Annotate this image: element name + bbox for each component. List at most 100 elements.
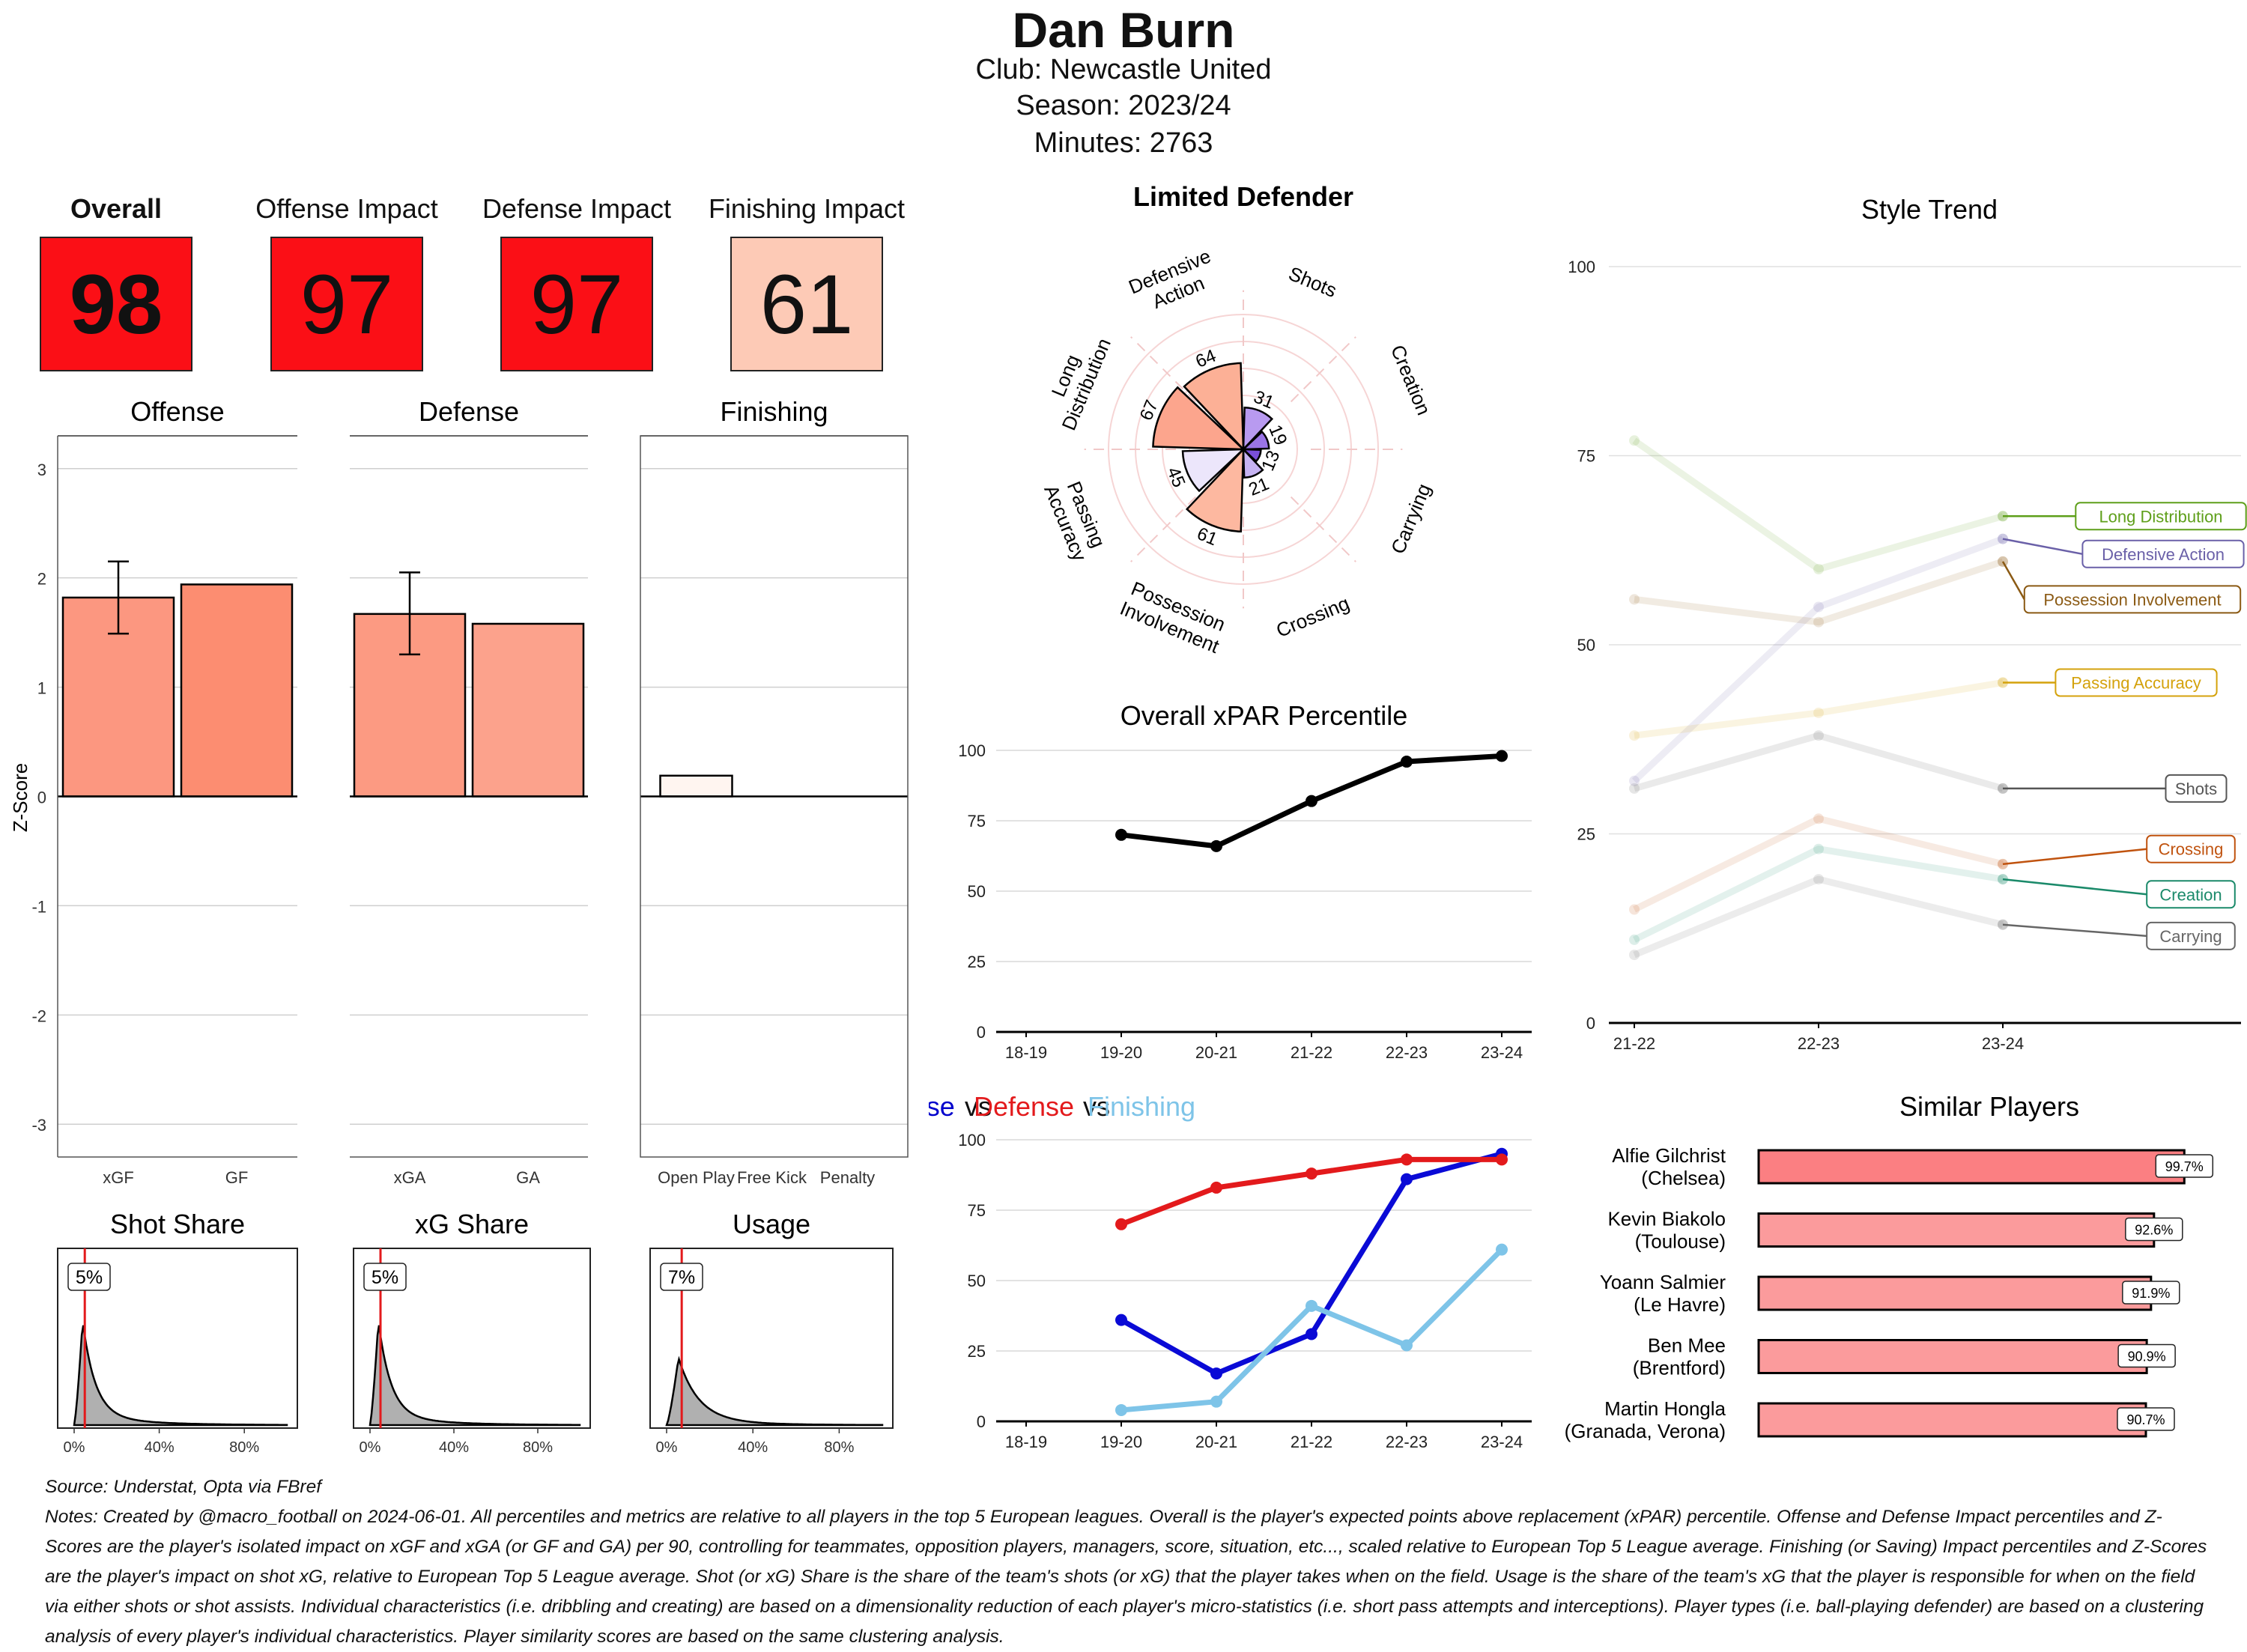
y-tick-label: 100 xyxy=(958,741,986,760)
similarity-badge: 92.6% xyxy=(2125,1217,2183,1242)
series-line xyxy=(1633,845,2004,943)
series-point xyxy=(1629,594,1640,605)
chart-title: Style Trend xyxy=(1861,194,1998,225)
x-tick-label: xGA xyxy=(394,1168,426,1187)
series-point xyxy=(1629,783,1640,794)
series-point xyxy=(1210,1181,1222,1194)
share-panel: xG Share 5% 0% 40% 80% xyxy=(353,1209,591,1456)
similarity-badge-box xyxy=(2155,1154,2214,1178)
series-label-box xyxy=(2146,921,2236,950)
similarity-badge-label: 91.9% xyxy=(2132,1286,2170,1301)
x-tick-label: 21-22 xyxy=(1291,1043,1332,1062)
panel-title: xG Share xyxy=(415,1209,529,1239)
series-point xyxy=(1210,839,1222,852)
series-point xyxy=(1401,1153,1413,1166)
player-name-label: (Chelsea) xyxy=(1641,1167,1726,1189)
series-point xyxy=(1115,1403,1127,1416)
source-text: Source: Understat, Opta via FBref xyxy=(45,1477,322,1497)
radar-spoke xyxy=(1130,496,1197,562)
y-tick-label: -3 xyxy=(31,1116,46,1135)
density-area xyxy=(369,1325,581,1427)
x-tick-label: 22-23 xyxy=(1386,1043,1428,1062)
radar-wedge xyxy=(1181,448,1246,493)
kpi-title: Offense Impact xyxy=(255,193,438,224)
x-tick-label: 19-20 xyxy=(1100,1043,1142,1062)
similarity-bar xyxy=(1757,1212,2156,1248)
series-point xyxy=(1401,756,1413,768)
player-name-label: Ben Mee xyxy=(1648,1334,1726,1357)
series-line xyxy=(1634,558,2004,626)
xpar-percentile-chart: Overall xPAR Percentile 0 25 50 75 100 18-19 19… xyxy=(958,700,1532,1062)
x-tick-label: Free Kick xyxy=(737,1168,807,1187)
series-point xyxy=(1813,813,1824,825)
value-badge: 5% xyxy=(363,1263,407,1291)
player-name-label: (Toulouse) xyxy=(1635,1230,1726,1253)
y-tick-label: 75 xyxy=(968,1201,986,1220)
series-label-text: Shots xyxy=(2175,780,2217,798)
similarity-badge-label: 90.7% xyxy=(2126,1412,2165,1427)
radar-axis-label: Crossing xyxy=(1273,592,1352,642)
y-tick-label: 0 xyxy=(1586,1014,1595,1033)
series-point xyxy=(1210,1395,1222,1408)
kpi-title: Finishing Impact xyxy=(708,193,906,224)
series-point xyxy=(1115,1314,1127,1326)
chart-title: Similar Players xyxy=(1899,1091,2079,1122)
y-tick-label: -1 xyxy=(31,897,46,916)
x-tick-label: GA xyxy=(516,1168,540,1187)
y-tick-label: 1 xyxy=(37,679,46,698)
similarity-badge-box xyxy=(2122,1281,2180,1305)
y-tick-label: 25 xyxy=(1577,825,1595,844)
series-label-text: Carrying xyxy=(2159,927,2222,946)
player-name-label: Martin Hongla xyxy=(1604,1397,1726,1420)
series-line xyxy=(1633,875,2004,959)
radar-grid-circle xyxy=(1189,395,1298,504)
series-line xyxy=(1632,437,2004,573)
y-tick-label: 0 xyxy=(977,1023,986,1042)
series-point xyxy=(1496,750,1508,762)
label-leader xyxy=(2001,561,2025,601)
series-point xyxy=(1813,616,1824,628)
value-badge-box xyxy=(363,1263,407,1291)
radar-axis-label-line: Shots xyxy=(1285,262,1340,302)
series-label-box xyxy=(2023,585,2242,614)
y-tick-label: 50 xyxy=(968,1272,986,1290)
series-point xyxy=(1306,795,1317,807)
season-line: Season: 2023/24 xyxy=(1016,90,1231,121)
player-name: Dan Burn xyxy=(1012,2,1235,58)
label-leader xyxy=(2002,878,2147,896)
series-point xyxy=(1813,601,1824,613)
series-label: Carrying xyxy=(2146,921,2236,950)
x-tick-label: 40% xyxy=(145,1439,175,1456)
radar-wedge xyxy=(1185,446,1245,533)
x-tick-label: 23-24 xyxy=(1481,1433,1523,1451)
series-point xyxy=(1813,564,1824,574)
impact-trend-chart: OffensevsDefensevsFinishing025507510018-… xyxy=(929,1091,1532,1451)
player-name-label: Yoann Salmier xyxy=(1600,1271,1726,1293)
series-point xyxy=(1401,1339,1413,1352)
panel-title: Usage xyxy=(733,1209,810,1239)
x-tick-label: 18-19 xyxy=(1005,1043,1047,1062)
kpi-title: Defense Impact xyxy=(482,193,672,224)
kpi-value: 97 xyxy=(500,237,653,371)
x-tick-label: 19-20 xyxy=(1100,1433,1142,1451)
panel-title: Shot Share xyxy=(110,1209,245,1239)
series-line xyxy=(1120,1151,1502,1376)
zscore-panel: Defense xGA GA xyxy=(350,397,588,1187)
chart-title-part: vs xyxy=(1083,1091,1110,1122)
series-label-box xyxy=(2165,774,2228,803)
style-trend-chart: Style Trend 0 25 50 75 100 21-22 22-23 23-24 Long… xyxy=(1568,194,2247,1053)
similarity-bar xyxy=(1757,1339,2148,1374)
series-point xyxy=(1629,934,1640,945)
radar-wedge xyxy=(1242,446,1264,479)
series-label-box xyxy=(2055,668,2218,697)
series-label: Creation xyxy=(2146,880,2236,909)
radar-axis-label-line: Crossing xyxy=(1273,592,1352,642)
series-label-box xyxy=(2081,539,2245,568)
y-tick-label: 50 xyxy=(968,882,986,901)
chart-title: Overall xPAR Percentile xyxy=(1121,700,1407,731)
chart-title-part: Defense xyxy=(974,1091,1074,1122)
radar-wedge xyxy=(1240,448,1262,463)
